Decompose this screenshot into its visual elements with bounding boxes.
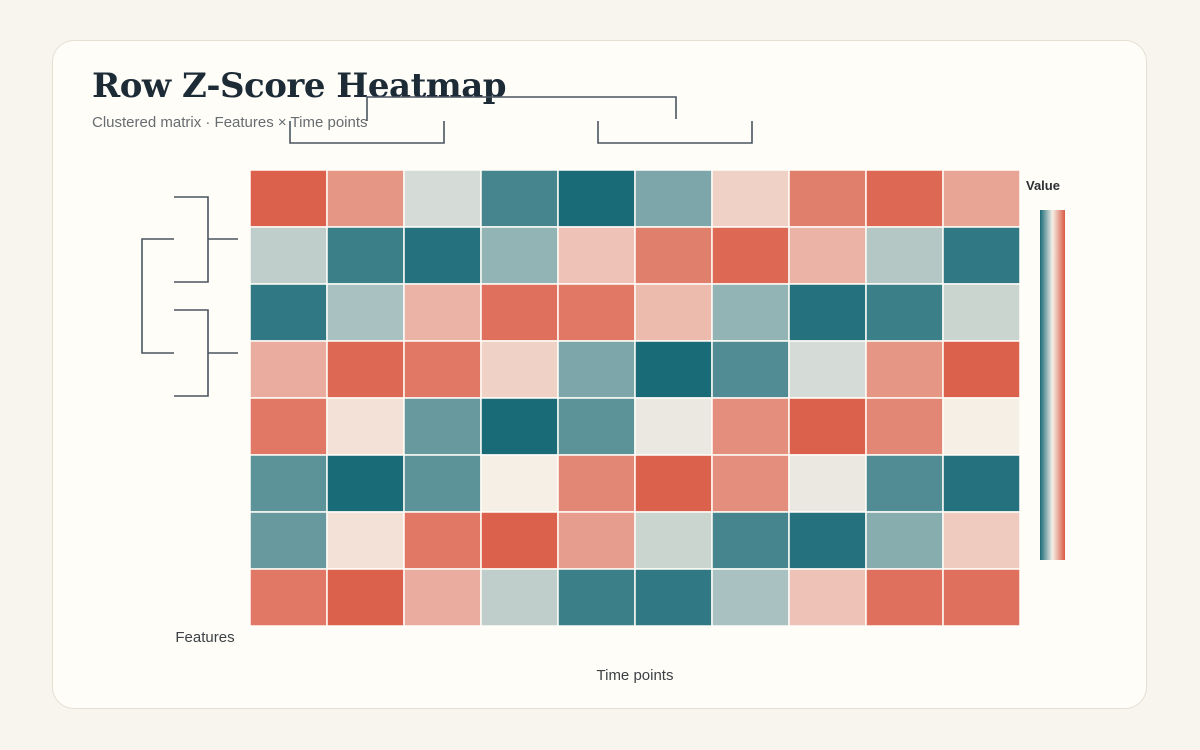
heatmap-cell [403,169,482,228]
chart-subtitle: Clustered matrix · Features × Time point… [92,114,368,131]
heatmap-cell [326,169,405,228]
heatmap-cell [942,454,1021,513]
heatmap-cell [634,397,713,456]
heatmap-cell [249,454,328,513]
heatmap-cell [326,340,405,399]
heatmap-cell [634,568,713,627]
heatmap-cell [403,283,482,342]
heatmap-cell [249,283,328,342]
heatmap-cell [788,397,867,456]
heatmap-cell [942,226,1021,285]
heatmap-cell [403,340,482,399]
heatmap-cell [557,226,636,285]
heatmap-cell [557,340,636,399]
heatmap-cell [788,454,867,513]
heatmap-cell [403,568,482,627]
heatmap-cell [865,397,944,456]
heatmap-cell [557,511,636,570]
heatmap-cell [634,340,713,399]
x-axis-label: Time points [597,667,674,684]
heatmap-cell [480,340,559,399]
heatmap-cell [480,454,559,513]
heatmap-cell [788,568,867,627]
colorbar-title: Value [1026,178,1060,193]
heatmap-cell [634,169,713,228]
heatmap-cell [788,283,867,342]
heatmap-cell [865,340,944,399]
heatmap-cell [403,511,482,570]
heatmap-cell [711,397,790,456]
heatmap-cell [865,169,944,228]
column-dendrogram-branch [597,121,753,144]
y-axis-label: Features [175,629,234,646]
heatmap-cell [942,568,1021,627]
colorbar [1040,210,1065,560]
heatmap-cell [942,283,1021,342]
heatmap-cell [634,454,713,513]
heatmap-cell [249,511,328,570]
heatmap-cell [711,568,790,627]
heatmap-cell [711,340,790,399]
heatmap-cell [249,169,328,228]
heatmap-cell [788,511,867,570]
heatmap-cell [403,226,482,285]
heatmap-cell [326,568,405,627]
heatmap-cell [942,340,1021,399]
heatmap-cell [326,226,405,285]
heatmap-cells [249,169,1021,627]
column-dendrogram-branch [289,121,445,144]
heatmap-cell [557,454,636,513]
row-dendrogram [141,196,238,397]
column-dendrogram [289,96,753,144]
heatmap-cell [403,397,482,456]
heatmap-cell [711,283,790,342]
heatmap-cell [788,169,867,228]
heatmap-cell [480,511,559,570]
heatmap-cell [942,169,1021,228]
heatmap-cell [634,511,713,570]
heatmap-cell [942,397,1021,456]
heatmap-cell [711,169,790,228]
heatmap-cell [249,226,328,285]
heatmap-cell [480,169,559,228]
heatmap-cell [788,340,867,399]
heatmap-cell [711,226,790,285]
heatmap-cell [711,511,790,570]
row-dendrogram-branch [141,238,174,354]
heatmap-cell [711,454,790,513]
row-dendrogram-branch [174,196,209,283]
heatmap-cell [788,226,867,285]
heatmap-cell [326,397,405,456]
heatmap-cell [865,226,944,285]
heatmap-cell [249,340,328,399]
heatmap-cell [557,397,636,456]
heatmap-cell [942,511,1021,570]
heatmap-cell [326,511,405,570]
heatmap-cell [865,568,944,627]
heatmap-cell [480,226,559,285]
heatmap-cell [557,568,636,627]
row-dendrogram-branch [174,309,209,397]
heatmap-cell [326,283,405,342]
heatmap-cell [249,568,328,627]
chart-title: Row Z-Score Heatmap [92,66,507,106]
heatmap-cell [634,226,713,285]
heatmap-cell [480,568,559,627]
heatmap-cell [557,283,636,342]
heatmap-cell [557,169,636,228]
heatmap-cell [865,283,944,342]
heatmap-cell [249,397,328,456]
heatmap-cell [634,283,713,342]
heatmap-cell [480,283,559,342]
heatmap-cell [865,511,944,570]
heatmap-cell [326,454,405,513]
heatmap-cell [480,397,559,456]
heatmap-cell [403,454,482,513]
heatmap-cell [865,454,944,513]
column-dendrogram-branch [366,96,677,121]
